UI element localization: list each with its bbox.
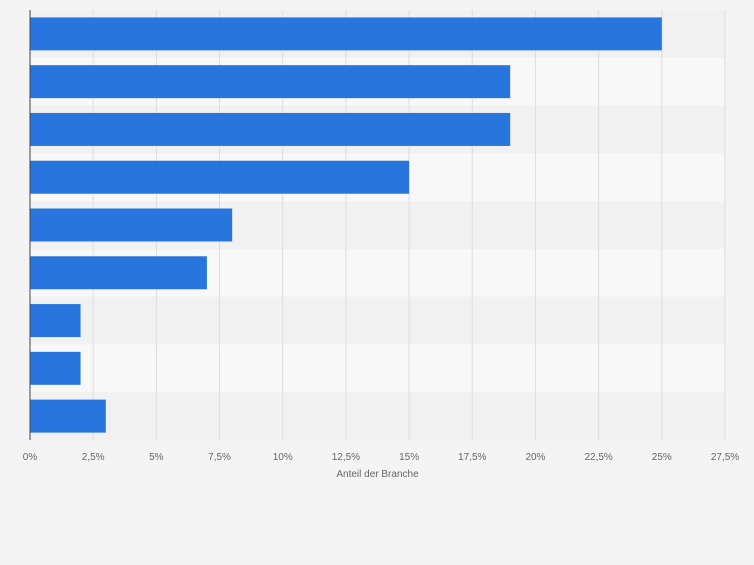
x-tick-label: 12,5% [332,452,360,463]
bar[interactable] [30,256,207,290]
x-tick-label: 22,5% [584,452,612,463]
bar[interactable] [30,208,233,242]
x-tick-label: 25% [652,452,672,463]
x-tick-label: 2,5% [82,452,105,463]
x-axis-title: Anteil der Branche [336,469,419,480]
x-tick-label: 0% [23,452,38,463]
bar[interactable] [30,351,81,385]
x-tick-label: 15% [399,452,419,463]
bars [30,17,662,433]
x-tick-label: 5% [149,452,164,463]
x-tick-label: 20% [525,452,545,463]
row-band [30,296,725,345]
x-tick-label: 17,5% [458,452,486,463]
x-axis-ticks: 0% 2,5% 5% 7,5% 10% 12,5% 15% 17,5% 20% 22,5% 25% 2… [23,452,740,463]
bar[interactable] [30,399,106,433]
bar[interactable] [30,160,410,194]
x-tick-label: 7,5% [208,452,231,463]
bar[interactable] [30,304,81,338]
bar[interactable] [30,17,662,51]
x-tick-label: 10% [273,452,293,463]
bar[interactable] [30,65,511,99]
x-tick-label: 27,5% [711,452,739,463]
row-band [30,392,725,440]
bar[interactable] [30,112,511,146]
row-band [30,344,725,393]
